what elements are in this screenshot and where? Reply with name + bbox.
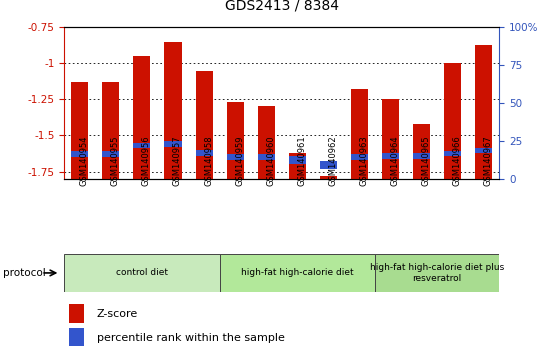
Bar: [413, 124, 430, 179]
Bar: [69, 304, 84, 323]
Bar: [71, 151, 88, 157]
Text: GSM140962: GSM140962: [329, 136, 338, 186]
Text: GSM140965: GSM140965: [422, 136, 431, 186]
Text: Z-score: Z-score: [97, 309, 138, 319]
Bar: [133, 56, 151, 179]
Bar: [375, 254, 499, 292]
Bar: [227, 154, 244, 160]
Bar: [64, 254, 220, 292]
Bar: [382, 153, 399, 159]
Text: GSM140966: GSM140966: [453, 136, 462, 186]
Bar: [444, 63, 461, 179]
Bar: [195, 150, 213, 155]
Text: GSM140963: GSM140963: [359, 136, 368, 186]
Bar: [165, 141, 181, 147]
Text: GSM140955: GSM140955: [111, 136, 120, 186]
Text: high-fat high-calorie diet plus
resveratrol: high-fat high-calorie diet plus resverat…: [370, 263, 504, 282]
Bar: [69, 328, 84, 347]
Bar: [289, 153, 306, 179]
Text: percentile rank within the sample: percentile rank within the sample: [97, 332, 285, 343]
Text: GSM140961: GSM140961: [297, 136, 306, 186]
Bar: [320, 176, 337, 179]
Text: protocol: protocol: [3, 268, 46, 278]
Text: GSM140954: GSM140954: [80, 136, 89, 186]
Bar: [444, 150, 461, 156]
Bar: [320, 161, 337, 169]
Bar: [133, 143, 151, 148]
Bar: [220, 254, 375, 292]
Bar: [475, 148, 492, 153]
Text: GSM140959: GSM140959: [235, 136, 244, 186]
Text: high-fat high-calorie diet: high-fat high-calorie diet: [241, 268, 354, 278]
Bar: [289, 156, 306, 164]
Text: GSM140956: GSM140956: [142, 136, 151, 186]
Text: GSM140967: GSM140967: [484, 136, 493, 186]
Bar: [382, 99, 399, 179]
Bar: [102, 82, 119, 179]
Text: GSM140958: GSM140958: [204, 136, 213, 186]
Bar: [351, 89, 368, 179]
Bar: [258, 154, 275, 160]
Text: GSM140960: GSM140960: [266, 136, 275, 186]
Bar: [475, 45, 492, 179]
Bar: [227, 102, 244, 179]
Bar: [258, 106, 275, 179]
Bar: [351, 154, 368, 160]
Text: GSM140964: GSM140964: [391, 136, 400, 186]
Bar: [102, 151, 119, 157]
Bar: [165, 42, 181, 179]
Bar: [413, 153, 430, 159]
Text: GSM140957: GSM140957: [173, 136, 182, 186]
Bar: [71, 82, 88, 179]
Bar: [195, 72, 213, 179]
Text: control diet: control diet: [116, 268, 168, 278]
Text: GDS2413 / 8384: GDS2413 / 8384: [225, 0, 339, 12]
